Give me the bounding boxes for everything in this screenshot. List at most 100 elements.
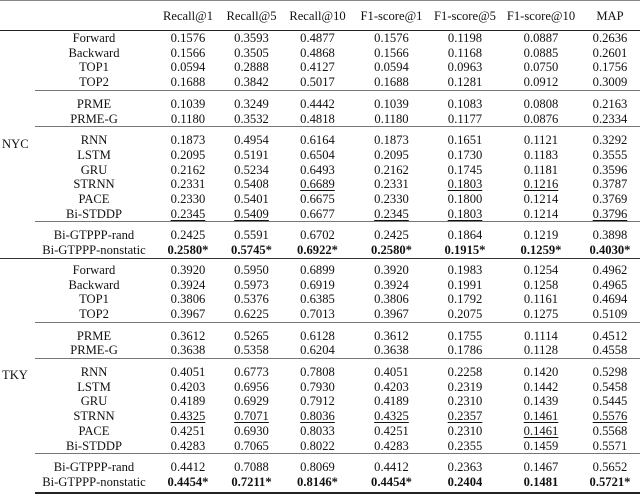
table-cell: 0.1198: [428, 31, 502, 46]
metric-value: 0.5568: [592, 423, 628, 438]
column-header: F1-score@1: [355, 0, 428, 31]
metric-value: 0.4454*: [167, 474, 209, 489]
metric-value: 0.6677: [300, 206, 335, 221]
method-name: Bi-STDDP: [66, 438, 122, 453]
table-row: Backward 0.1566 0.3505 0.4868 0.1566 0.1168 0.…: [0, 46, 640, 61]
metric-value: 0.2330: [170, 192, 206, 207]
method-name: Bi-GTPPP-nonstatic: [42, 243, 146, 258]
metric-value: 0.1216: [523, 177, 559, 192]
metric-value: 0.1281: [447, 75, 483, 90]
table-cell: 0.7912: [280, 394, 355, 409]
table-cell: 0.2095: [355, 148, 428, 163]
metric-value: 0.1275: [523, 306, 559, 321]
metric-value: 0.0912: [523, 75, 559, 90]
table-cell: 0.3638: [355, 343, 428, 358]
metric-value: 0.1177: [447, 111, 483, 126]
metric-value: 0.2580*: [371, 243, 412, 258]
table-cell: 0.2310: [428, 424, 502, 439]
table-cell: 0.1651: [428, 126, 502, 148]
metric-value: 0.1651: [447, 133, 483, 148]
table-cell: 0.1439: [502, 394, 580, 409]
method-name: TOP2: [79, 306, 109, 321]
metric-value: 0.5401: [234, 192, 269, 207]
table-cell: 0.1183: [502, 148, 580, 163]
table-cell: 0.7071: [223, 409, 280, 424]
table-cell: 0.3967: [153, 307, 223, 322]
table-cell: 0.1461: [502, 409, 580, 424]
metric-value: 0.2888: [234, 60, 269, 75]
metric-value: 0.6675: [300, 192, 335, 207]
metric-value: 0.2357: [447, 409, 483, 424]
table-cell: 0.1214: [502, 207, 580, 222]
table-cell: 0.2330: [355, 192, 428, 207]
metric-value: 0.6930: [234, 423, 269, 438]
table-cell: 0.2580*: [153, 243, 223, 258]
table-cell: 0.5109: [580, 307, 640, 322]
metric-value: 0.1214: [523, 206, 559, 221]
table-cell: 0.6689: [280, 177, 355, 192]
table-cell: 0.2345: [153, 207, 223, 222]
metric-value: 0.3787: [592, 177, 628, 192]
table-cell: 0.3532: [223, 112, 280, 127]
table-cell: 0.5591: [223, 221, 280, 244]
table-cell: 0.2363: [428, 453, 502, 475]
table-cell: 0.2355: [428, 439, 502, 454]
table-cell: 0.6919: [280, 278, 355, 293]
metric-value: 0.7065: [234, 438, 269, 453]
table-row: PRME 0.3612 0.5265 0.6128 0.3612 0.1755 0.1114…: [0, 321, 640, 344]
metric-value: 0.7211*: [231, 474, 272, 489]
method-name: RNN: [35, 358, 153, 380]
table-cell: 0.4203: [355, 380, 428, 395]
method-name: TOP1: [79, 292, 109, 307]
table-cell: 0.5409: [223, 207, 280, 222]
table-cell: 0.3924: [355, 278, 428, 293]
table-cell: 0.2636: [580, 31, 640, 46]
metric-value: 0.2331: [374, 177, 409, 192]
table-cell: 0.6677: [280, 207, 355, 222]
table-cell: 0.2095: [153, 148, 223, 163]
metric-value: 0.6504: [300, 147, 335, 162]
metric-value: 0.6929: [234, 394, 269, 409]
table-cell: 0.1442: [502, 380, 580, 395]
metric-value: 0.5298: [592, 365, 628, 380]
table-cell: 0.3842: [223, 75, 280, 90]
metric-value: 0.3612: [374, 328, 409, 343]
table-cell: 0.5234: [223, 163, 280, 178]
table-cell: 0.1459: [502, 439, 580, 454]
metric-value: 0.1039: [374, 96, 409, 111]
metric-value: 0.3596: [592, 162, 628, 177]
metric-value: 0.2425: [170, 228, 206, 243]
method-name: PRME: [35, 89, 153, 112]
table-row: TOP2 0.1688 0.3842 0.5017 0.1688 0.1281 0.0912…: [0, 75, 640, 90]
method-name: PACE: [78, 423, 110, 438]
method-name: Bi-STDDP: [66, 206, 122, 221]
table-row: RNN 0.4051 0.6773 0.7808 0.4051 0.2258 0.1420 0…: [0, 358, 640, 380]
table-cell: 0.4030*: [580, 243, 640, 258]
table-cell: 0.4868: [280, 46, 355, 61]
metric-value: 0.1566: [170, 45, 206, 60]
table-cell: 0.4442: [280, 89, 355, 112]
column-header: F1-score@10: [502, 0, 580, 31]
table-cell: 0.1915*: [428, 243, 502, 258]
metric-value: 0.2075: [447, 306, 483, 321]
table-cell: 0.6164: [280, 126, 355, 148]
table-cell: 0.4694: [580, 292, 640, 307]
metric-value: 0.1258: [523, 277, 559, 292]
table-cell: 0.7065: [223, 439, 280, 454]
table-cell: 0.4412: [153, 453, 223, 475]
metric-value: 0.5950: [234, 262, 269, 277]
table-cell: 0.5298: [580, 358, 640, 380]
table-cell: 0.6128: [280, 321, 355, 344]
table-cell: 0.6922*: [280, 243, 355, 258]
table-cell: 0.8036: [280, 409, 355, 424]
metric-value: 0.1730: [447, 147, 483, 162]
table-cell: 0.3638: [153, 343, 223, 358]
table-row: PACE 0.4251 0.6930 0.8033 0.4251 0.2310 0.1461…: [0, 424, 640, 439]
metric-value: 0.7808: [300, 365, 335, 380]
table-cell: 0.1745: [428, 163, 502, 178]
table-cell: 0.4051: [355, 358, 428, 380]
table-cell: 0.5445: [580, 394, 640, 409]
method-name: Bi-GTPPP-nonstatic: [35, 474, 153, 494]
table-cell: 0.3505: [223, 46, 280, 61]
